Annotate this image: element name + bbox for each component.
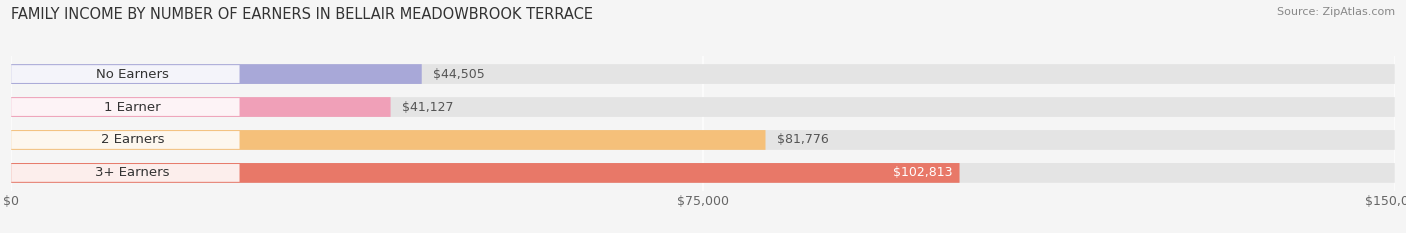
FancyBboxPatch shape [11, 97, 1395, 117]
FancyBboxPatch shape [11, 130, 1395, 150]
FancyBboxPatch shape [11, 131, 239, 149]
Text: 2 Earners: 2 Earners [101, 134, 165, 147]
Text: 3+ Earners: 3+ Earners [96, 166, 170, 179]
FancyBboxPatch shape [11, 164, 239, 182]
Text: 1 Earner: 1 Earner [104, 100, 160, 113]
FancyBboxPatch shape [11, 97, 391, 117]
Text: $102,813: $102,813 [893, 166, 953, 179]
FancyBboxPatch shape [11, 98, 239, 116]
Text: FAMILY INCOME BY NUMBER OF EARNERS IN BELLAIR MEADOWBROOK TERRACE: FAMILY INCOME BY NUMBER OF EARNERS IN BE… [11, 7, 593, 22]
FancyBboxPatch shape [11, 163, 959, 183]
FancyBboxPatch shape [11, 64, 1395, 84]
Text: Source: ZipAtlas.com: Source: ZipAtlas.com [1277, 7, 1395, 17]
Text: $44,505: $44,505 [433, 68, 485, 81]
Text: No Earners: No Earners [96, 68, 169, 81]
FancyBboxPatch shape [11, 64, 422, 84]
FancyBboxPatch shape [11, 163, 1395, 183]
FancyBboxPatch shape [11, 130, 765, 150]
FancyBboxPatch shape [11, 65, 239, 83]
Text: $81,776: $81,776 [776, 134, 828, 147]
Text: $41,127: $41,127 [402, 100, 453, 113]
